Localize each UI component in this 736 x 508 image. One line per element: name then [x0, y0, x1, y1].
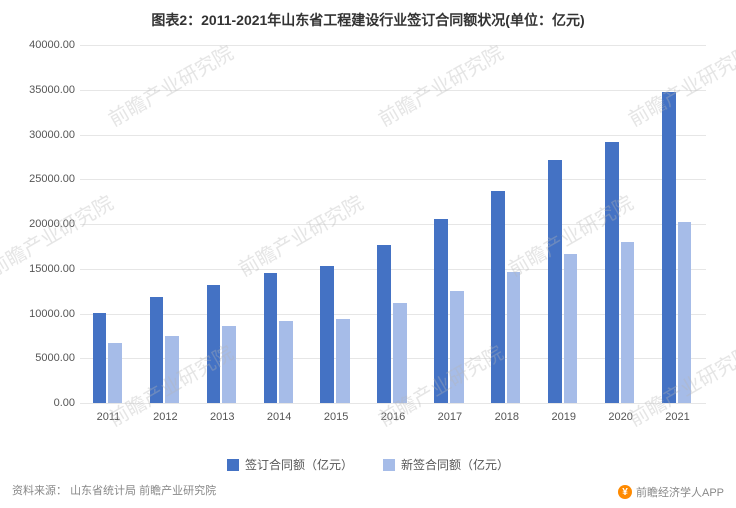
y-axis-label: 25000.00 [20, 173, 75, 185]
x-axis-label: 2013 [210, 411, 234, 423]
x-axis-label: 2021 [665, 411, 689, 423]
legend: 签订合同额（亿元） 新签合同额（亿元） [0, 456, 736, 473]
x-axis-label: 2012 [153, 411, 177, 423]
x-axis-label: 2018 [495, 411, 519, 423]
bar-series2 [222, 326, 236, 403]
y-axis-label: 0.00 [20, 397, 75, 409]
y-axis-label: 5000.00 [20, 352, 75, 364]
source-line: 资料来源： 山东省统计局 前瞻产业研究院 [12, 482, 216, 498]
x-axis-label: 2011 [97, 411, 121, 423]
y-axis-label: 20000.00 [20, 218, 75, 230]
bar-series2 [564, 254, 578, 403]
x-axis-label: 2014 [267, 411, 291, 423]
bar-series1 [377, 245, 391, 403]
source-label: 资料来源： [12, 485, 67, 497]
bar-series1 [548, 160, 562, 403]
bar-series1 [605, 142, 619, 403]
chart-container: 0.00 5000.00 10000.00 15000.00 20000.00 25000… [20, 40, 716, 428]
legend-label-2: 新签合同额（亿元） [401, 456, 509, 473]
credit-text: 前瞻经济学人APP [636, 484, 724, 500]
gridline [80, 135, 706, 136]
credit-line: ¥ 前瞻经济学人APP [618, 484, 724, 500]
bar-series1 [320, 266, 334, 403]
gridline [80, 90, 706, 91]
y-axis-label: 30000.00 [20, 129, 75, 141]
legend-label-1: 签订合同额（亿元） [245, 456, 353, 473]
y-axis-label: 40000.00 [20, 39, 75, 51]
legend-swatch-1 [227, 459, 239, 471]
source-text: 山东省统计局 前瞻产业研究院 [70, 485, 216, 497]
gridline [80, 403, 706, 404]
bar-series1 [434, 219, 448, 403]
x-axis-label: 2017 [438, 411, 462, 423]
bar-series1 [264, 273, 278, 403]
bar-series2 [393, 303, 407, 403]
bar-series2 [621, 242, 635, 403]
bar-series1 [491, 191, 505, 403]
x-axis-label: 2019 [551, 411, 575, 423]
plot-area: 0.005000.0010000.0015000.0020000.0025000… [80, 45, 706, 403]
bar-series1 [207, 285, 221, 403]
bar-series1 [150, 297, 164, 403]
x-axis-label: 2020 [608, 411, 632, 423]
bar-series2 [108, 343, 122, 403]
bar-series2 [279, 321, 293, 403]
gridline [80, 45, 706, 46]
credit-icon: ¥ [618, 485, 632, 499]
y-axis-label: 15000.00 [20, 263, 75, 275]
legend-item-series2: 新签合同额（亿元） [383, 456, 509, 473]
bar-series2 [507, 272, 521, 403]
bar-series1 [93, 313, 107, 403]
bar-series2 [678, 222, 692, 403]
bar-series1 [662, 92, 676, 403]
bar-series2 [450, 291, 464, 403]
x-axis-label: 2015 [324, 411, 348, 423]
y-axis-label: 35000.00 [20, 84, 75, 96]
legend-swatch-2 [383, 459, 395, 471]
bar-series2 [336, 319, 350, 403]
x-axis-label: 2016 [381, 411, 405, 423]
y-axis-label: 10000.00 [20, 308, 75, 320]
legend-item-series1: 签订合同额（亿元） [227, 456, 353, 473]
chart-title: 图表2：2011-2021年山东省工程建设行业签订合同额状况(单位：亿元) [0, 0, 736, 30]
bar-series2 [165, 336, 179, 403]
